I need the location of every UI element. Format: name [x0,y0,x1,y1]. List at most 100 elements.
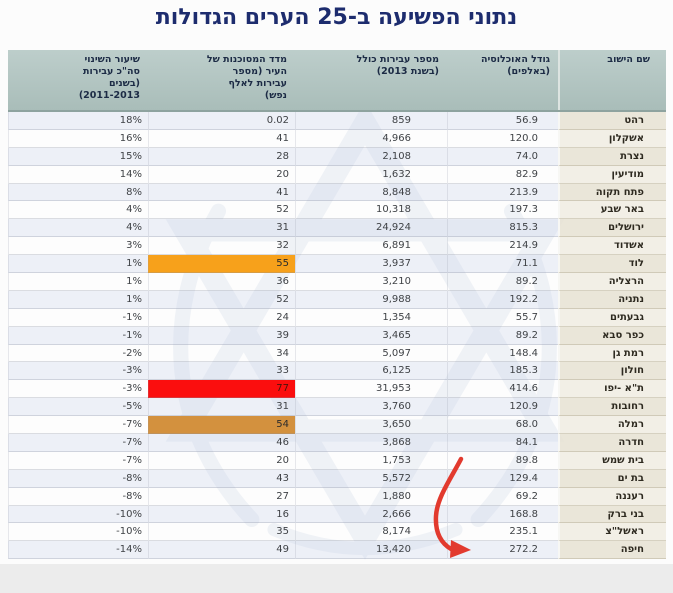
city-cell: בני ברק [558,505,666,524]
city-cell: רמלה [558,416,666,435]
population-cell: 185.3 [447,362,558,381]
city-cell: לוד [558,255,666,274]
change-cell: -2% [8,344,148,363]
header-city: שם הישוב [558,50,666,110]
table-row: רמלה 68.0 3,650 54 -7% [8,416,666,435]
population-cell: 84.1 [447,434,558,452]
population-cell: 815.3 [447,219,558,238]
offenses-cell: 4,966 [295,129,447,148]
table-row: ירושלים 815.3 24,924 31 4% [8,219,666,238]
offenses-cell: 9,988 [295,290,447,309]
offenses-cell: 13,420 [295,541,447,560]
population-cell: 55.7 [447,308,558,327]
table-row: מודיעין 82.9 1,632 20 14% [8,165,666,184]
population-cell: 89.2 [447,273,558,291]
index-cell: 35 [148,523,295,542]
index-cell: 32 [148,237,295,256]
population-cell: 68.0 [447,416,558,435]
offenses-cell: 3,868 [295,434,447,452]
city-cell: ירושלים [558,219,666,238]
index-cell: 20 [148,451,295,470]
index-cell: 34 [148,344,295,363]
city-cell: אשקלון [558,129,666,148]
population-cell: 213.9 [447,183,558,202]
index-cell: 41 [148,183,295,202]
index-cell: 33 [148,362,295,381]
offenses-cell: 1,354 [295,308,447,327]
offenses-cell: 2,108 [295,147,447,166]
index-cell: 77 [148,380,295,399]
population-cell: 69.2 [447,487,558,506]
change-cell: 15% [8,147,148,166]
table-row: הרצליה 89.2 3,210 36 1% [8,273,666,291]
offenses-cell: 3,937 [295,255,447,274]
population-cell: 192.2 [447,290,558,309]
city-cell: בת ים [558,469,666,488]
population-cell: 89.2 [447,326,558,345]
offenses-cell: 1,880 [295,487,447,506]
index-cell: 31 [148,219,295,238]
city-cell: רחובות [558,398,666,417]
change-cell: 14% [8,165,148,184]
index-cell: 24 [148,308,295,327]
offenses-cell: 3,465 [295,326,447,345]
city-cell: כפר סבא [558,326,666,345]
change-cell: -1% [8,326,148,345]
city-cell: באר שבע [558,201,666,220]
table-row: רעננה 69.2 1,880 27 -8% [8,487,666,506]
table-row: רחובות 120.9 3,760 31 -5% [8,398,666,417]
population-cell: 56.9 [447,112,558,130]
city-cell: פתח תקוה [558,183,666,202]
city-cell: חדרה [558,434,666,452]
population-cell: 89.8 [447,451,558,470]
index-cell: 28 [148,147,295,166]
index-cell: 0.02 [148,112,295,130]
header-offenses: מספר עבירות כולל (בשנת 2013) [356,54,439,78]
change-cell: -7% [8,434,148,452]
index-cell: 52 [148,201,295,220]
population-cell: 120.9 [447,398,558,417]
offenses-cell: 6,891 [295,237,447,256]
population-cell: 197.3 [447,201,558,220]
city-cell: ת"א -יפו [558,380,666,399]
table-row: נתניה 192.2 9,988 52 1% [8,290,666,309]
city-cell: רמת גן [558,344,666,363]
city-cell: רהט [558,112,666,130]
population-cell: 148.4 [447,344,558,363]
change-cell: 3% [8,237,148,256]
table-row: כפר סבא 89.2 3,465 39 -1% [8,326,666,345]
offenses-cell: 8,848 [295,183,447,202]
change-cell: -7% [8,416,148,435]
offenses-cell: 31,953 [295,380,447,399]
index-cell: 55 [148,255,295,274]
change-cell: 1% [8,255,148,274]
change-cell: -3% [8,380,148,399]
table-row: חדרה 84.1 3,868 46 -7% [8,434,666,452]
offenses-cell: 3,760 [295,398,447,417]
change-cell: -7% [8,451,148,470]
table-row: בני ברק 168.8 2,666 16 -10% [8,505,666,524]
table-body: רהט 56.9 859 0.02 18% אשקלון 120.0 4,966 41 16% נצ… [8,112,666,560]
offenses-cell: 10,318 [295,201,447,220]
table-row: חיפה 272.2 13,420 49 -14% [8,541,666,560]
city-cell: אשדוד [558,237,666,256]
table-row: ראשל"צ 235.1 8,174 35 -10% [8,523,666,542]
header-change-rate: שיעור השינוי סה"כ עבירות (בשנים 2011-201… [78,54,140,102]
city-cell: רעננה [558,487,666,506]
table-row: אשדוד 214.9 6,891 32 3% [8,237,666,256]
city-cell: חיפה [558,541,666,560]
change-cell: 4% [8,201,148,220]
city-cell: מודיעין [558,165,666,184]
change-cell: 1% [8,290,148,309]
offenses-cell: 859 [295,112,447,130]
index-cell: 41 [148,129,295,148]
header-danger-index: מדד המסוכנות של העיר (מספר עבירות לאלף נ… [206,54,287,102]
index-cell: 20 [148,165,295,184]
table-header-row: שם הישוב גודל האוכלוסיה (באלפים) מספר עב… [8,50,666,112]
change-cell: -14% [8,541,148,560]
index-cell: 49 [148,541,295,560]
change-cell: -10% [8,505,148,524]
change-cell: 16% [8,129,148,148]
header-population: גודל האוכלוסיה (באלפים) [480,54,550,78]
